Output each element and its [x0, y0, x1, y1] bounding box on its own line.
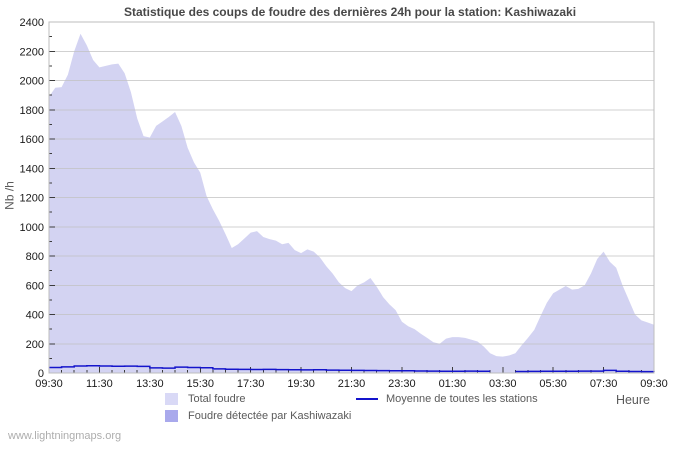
series-area-0	[49, 33, 654, 373]
ytick-label-2000: 2000	[20, 76, 44, 88]
ytick-label-200: 200	[26, 339, 44, 351]
chart-title: Statistique des coups de foudre des dern…	[123, 5, 577, 19]
xtick-label-0: 09:30	[35, 378, 63, 390]
legend-label-moyenne: Moyenne de toutes les stations	[386, 393, 538, 405]
xtick-label-6: 21:30	[338, 378, 366, 390]
xtick-label-3: 15:30	[186, 378, 214, 390]
xtick-label-5: 19:30	[287, 378, 315, 390]
ytick-label-400: 400	[26, 310, 44, 322]
ytick-label-1400: 1400	[20, 163, 44, 175]
plot-border	[48, 21, 655, 374]
moyenne-line-swatch-icon	[356, 398, 378, 400]
xtick-label-12: 09:30	[640, 378, 668, 390]
xtick-label-10: 05:30	[539, 378, 567, 390]
series-line-moyenne	[49, 364, 655, 373]
xtick-label-1: 11:30	[86, 378, 113, 390]
legend-item-moyenne: Moyenne de toutes les stations	[356, 393, 538, 405]
xtick-label-2: 13:30	[136, 378, 164, 390]
ytick-label-1200: 1200	[20, 193, 44, 205]
ytick-label-2200: 2200	[20, 46, 44, 58]
ytick-label-1600: 1600	[20, 134, 44, 146]
ytick-label-2400: 2400	[20, 17, 44, 29]
ytick-label-1800: 1800	[20, 105, 44, 117]
legend-item-total-foudre: Total foudre	[165, 393, 245, 405]
legend-label-total-foudre: Total foudre	[188, 393, 246, 405]
ytick-label-1000: 1000	[20, 222, 44, 234]
xtick-label-7: 23:30	[388, 378, 416, 390]
ytick-label-0: 0	[38, 368, 44, 380]
xtick-label-9: 03:30	[489, 378, 517, 390]
total-foudre-swatch-icon	[165, 393, 178, 405]
foudre-detectee-swatch-icon	[165, 410, 178, 422]
xtick-label-11: 07:30	[590, 378, 618, 390]
watermark: www.lightningmaps.org	[8, 430, 122, 442]
xtick-label-8: 01:30	[439, 378, 467, 390]
legend-item-foudre-detectee: Foudre détectée par Kashiwazaki	[165, 410, 351, 422]
x-axis-title: Heure	[615, 393, 650, 407]
ytick-label-600: 600	[26, 280, 44, 292]
ytick-label-800: 800	[26, 251, 44, 263]
legend-label-foudre-detectee: Foudre détectée par Kashiwazaki	[188, 410, 352, 422]
xtick-label-4: 17:30	[237, 378, 265, 390]
